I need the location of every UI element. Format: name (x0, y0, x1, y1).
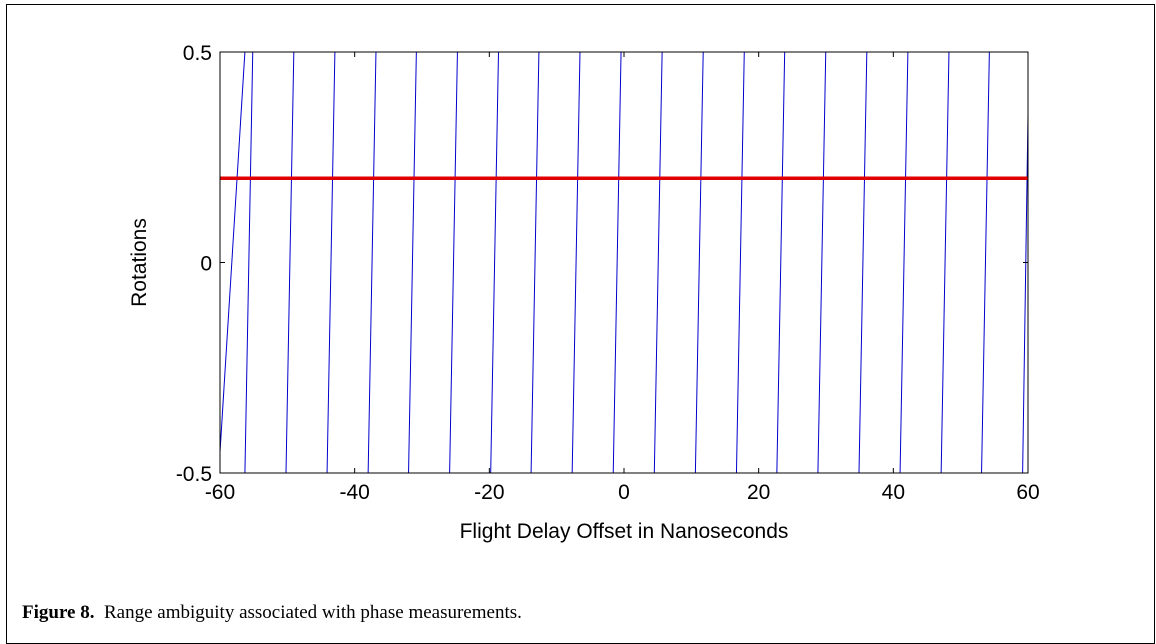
phase-branch (858, 51, 868, 474)
figure-caption: Figure 8. Range ambiguity associated wit… (22, 602, 522, 624)
phase-branch (899, 51, 909, 474)
axis-ticks: -60 -40 -20 0 20 40 60 -0.5 0 0.5 (176, 42, 1040, 504)
phase-branch (776, 51, 786, 474)
plot-lines (219, 51, 1029, 474)
phase-branch (530, 51, 540, 474)
phase-branch (653, 51, 663, 474)
phase-branch (490, 51, 500, 474)
figure-number: Figure 8. (22, 602, 95, 623)
phase-branch (981, 51, 990, 474)
phase-branch (285, 51, 295, 474)
phase-branch (612, 51, 622, 474)
x-axis-label: Flight Delay Offset in Nanoseconds (460, 520, 789, 543)
phase-branch (817, 51, 827, 474)
y-axis-label: Rotations (128, 218, 151, 307)
x-tick-label: 20 (747, 481, 770, 504)
phase-branch (244, 51, 254, 474)
y-tick-label: 0 (200, 253, 212, 276)
phase-branch (571, 51, 581, 474)
phase-branch (735, 51, 745, 474)
phase-branch (449, 51, 458, 474)
x-tick-label: 40 (882, 481, 905, 504)
caption-text: Range ambiguity associated with phase me… (103, 602, 522, 623)
phase-branch (408, 51, 417, 474)
x-tick-label: -60 (205, 481, 235, 504)
phase-branch (940, 51, 950, 474)
phase-branch (219, 51, 246, 452)
phase-branch (367, 51, 377, 474)
x-tick-label: 60 (1016, 481, 1039, 504)
x-tick-label: 0 (618, 481, 630, 504)
phase-branch (326, 51, 336, 474)
phase-ambiguity-chart: -60 -40 -20 0 20 40 60 -0.5 0 0.5 Flight Delay Of… (128, 42, 1040, 543)
phase-branch (694, 51, 704, 474)
phase-branch (1022, 115, 1029, 474)
x-tick-label: -20 (474, 481, 504, 504)
x-tick-label: -40 (339, 481, 369, 504)
y-tick-label: 0.5 (183, 42, 212, 65)
y-tick-label: -0.5 (176, 463, 212, 486)
